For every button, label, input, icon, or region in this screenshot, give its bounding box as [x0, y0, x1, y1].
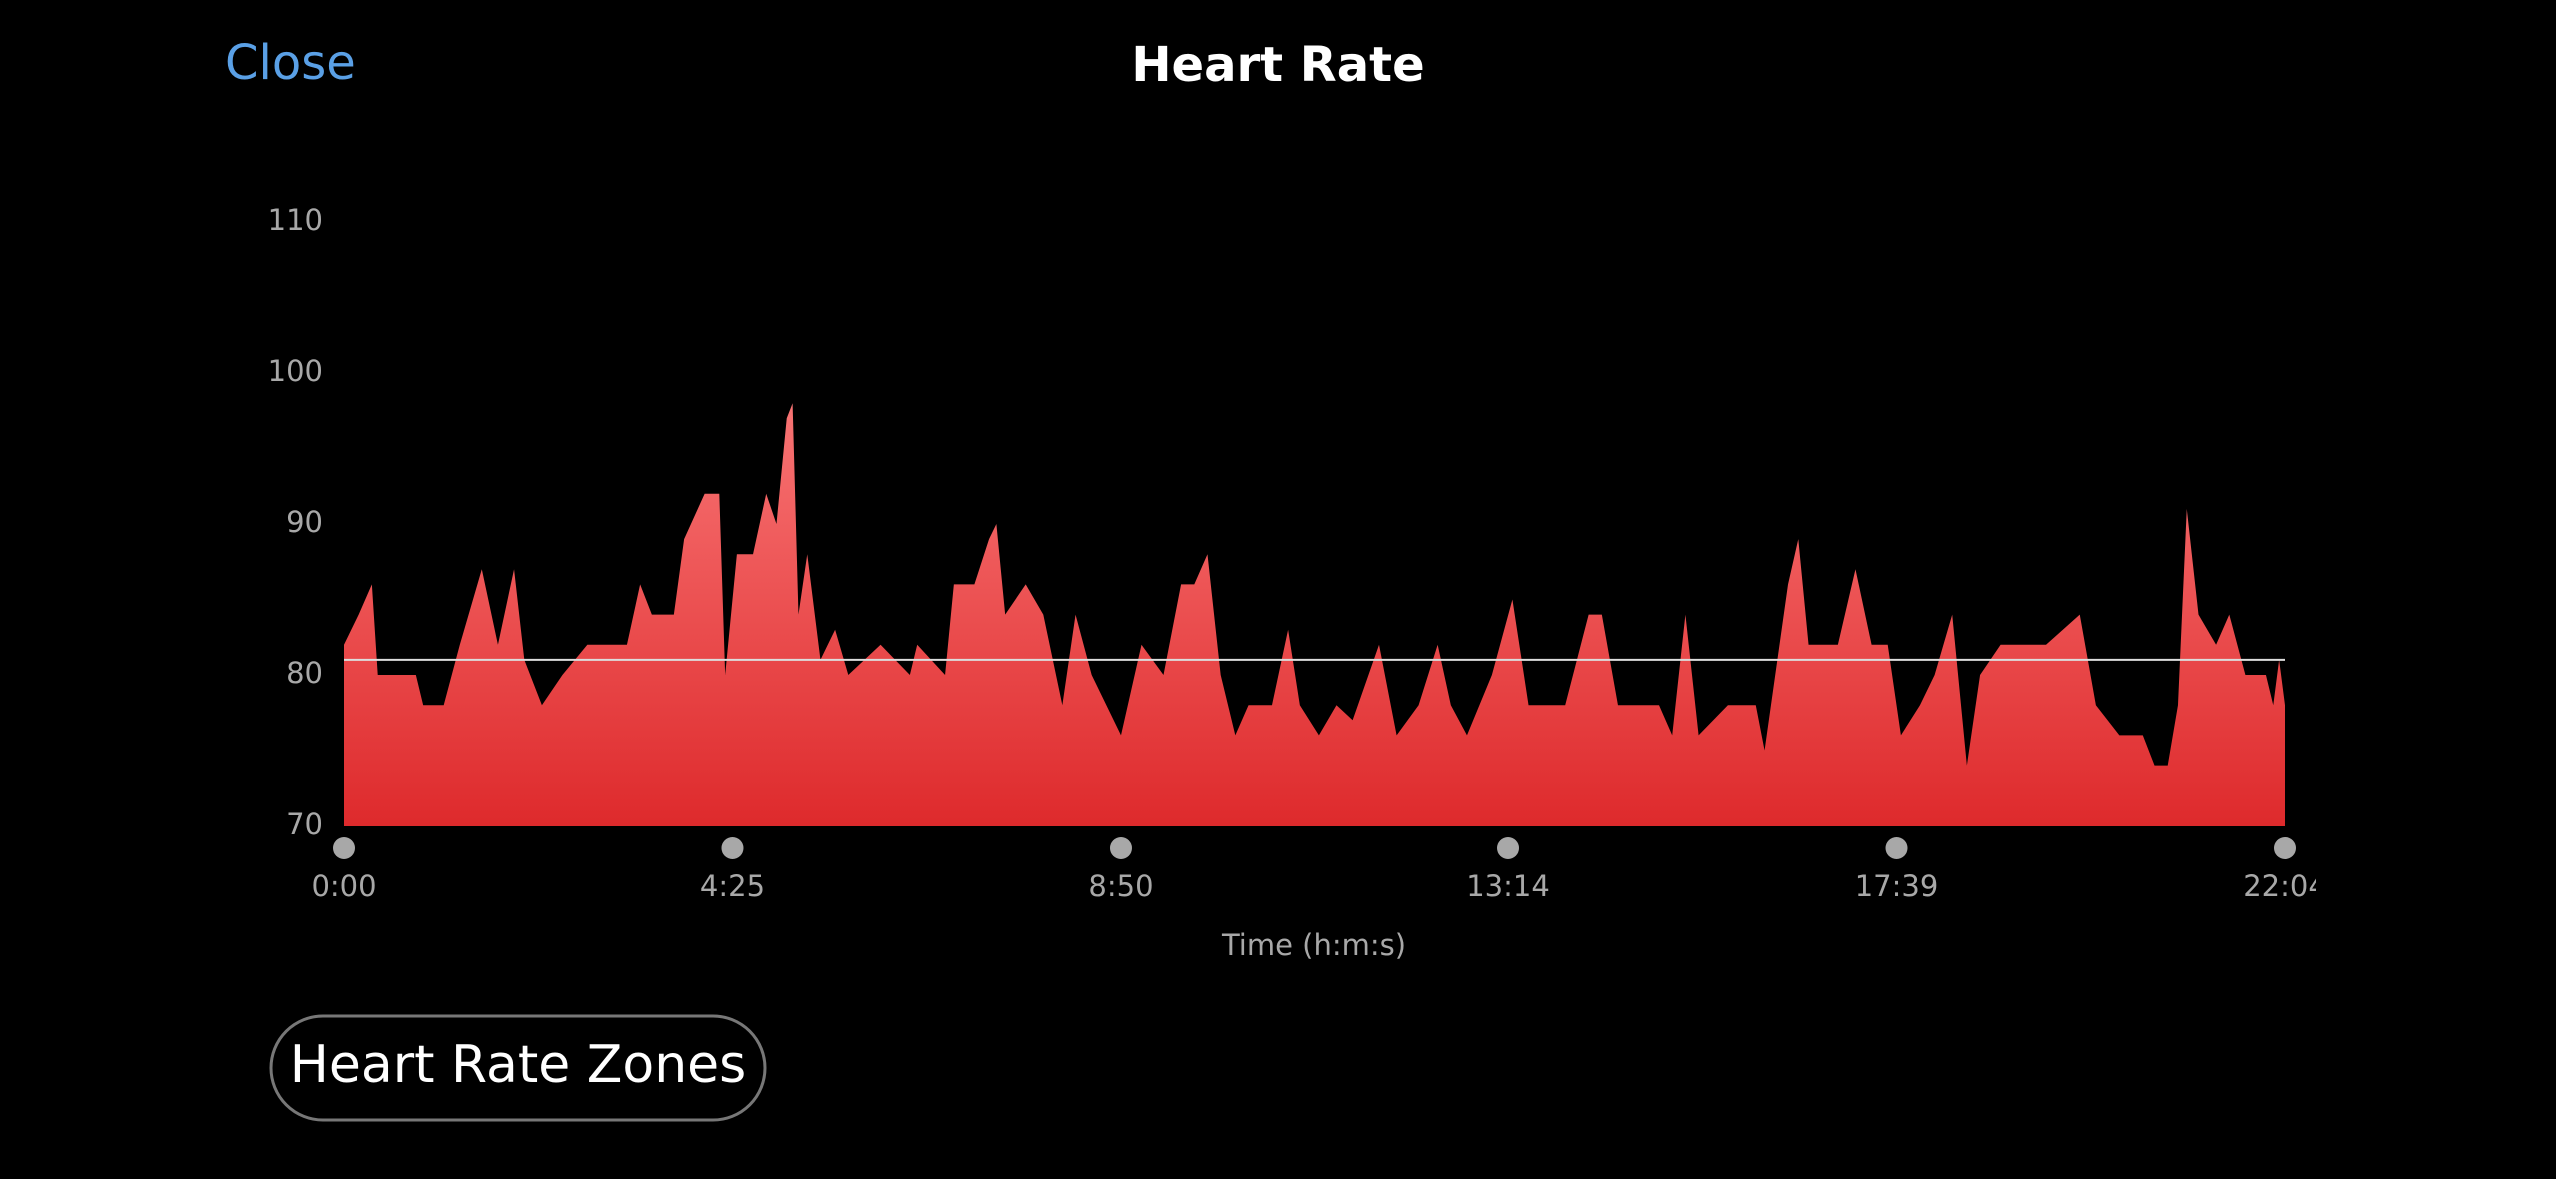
x-tick-label: 8:50 [1088, 869, 1153, 903]
x-tick-label: 0:00 [311, 869, 376, 903]
chart: 70 80 90 100 110 0:00 4:25 8:50 13:14 17:39 22:04 [268, 203, 2327, 903]
x-axis-label: Time (h:m:s) [1221, 928, 1406, 962]
x-tick-dot [1497, 837, 1520, 859]
x-tick-label: 22:04 [2243, 869, 2327, 903]
x-tick-label: 4:25 [700, 869, 765, 903]
y-tick-label: 70 [286, 807, 323, 841]
close-button[interactable]: Close [225, 35, 356, 91]
heart-rate-area [344, 403, 2285, 826]
x-tick-label: 13:14 [1466, 869, 1550, 903]
y-tick-label: 90 [286, 505, 323, 539]
y-tick-label: 80 [286, 656, 323, 690]
zones-button-label[interactable]: Heart Rate Zones [290, 1035, 747, 1095]
title: Heart Rate [1131, 37, 1424, 93]
x-tick-label: 17:39 [1855, 869, 1939, 903]
x-tick-dot [1109, 837, 1132, 859]
x-tick-dot [2274, 837, 2296, 859]
x-tick-dot [721, 837, 744, 859]
y-tick-label: 110 [268, 203, 323, 237]
zones-button[interactable] [269, 1014, 767, 1122]
y-tick-label: 100 [268, 354, 323, 388]
x-tick-dot [1885, 837, 1908, 859]
x-tick-dot [333, 837, 355, 859]
